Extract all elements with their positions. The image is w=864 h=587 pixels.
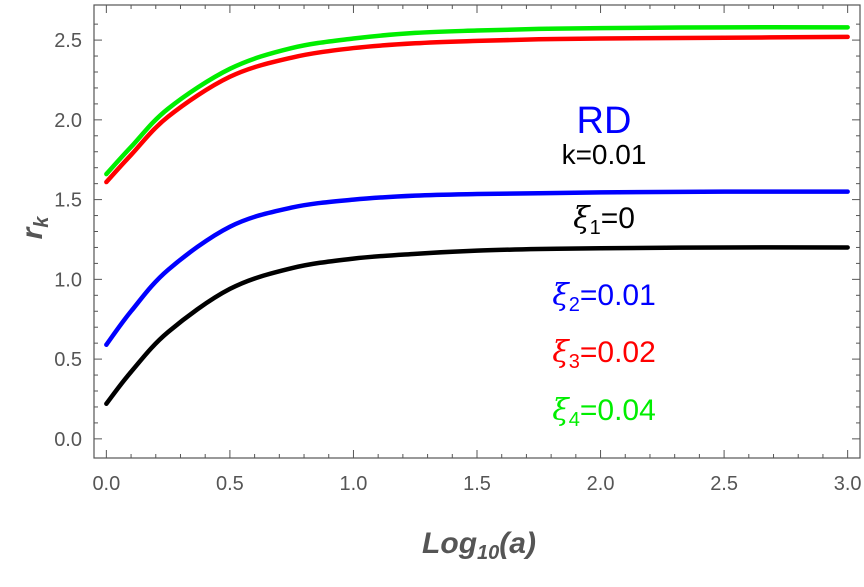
y-tick-label: 2.0: [54, 110, 82, 132]
x-tick-label: 1.5: [463, 473, 491, 495]
x-tick-label: 1.0: [340, 473, 368, 495]
x-tick-labels: 0.0 0.5 1.0 1.5 2.0 2.5 3.0: [92, 473, 861, 495]
xi1-annotation: ξ1=0: [573, 201, 635, 239]
xi3-annotation: ξ3=0.02: [552, 335, 656, 373]
y-tick-label: 1.5: [54, 190, 82, 212]
axis-ticks: [94, 5, 860, 458]
xi2-annotation: ξ2=0.01: [552, 278, 656, 316]
y-tick-labels: 0.0 0.5 1.0 1.5 2.0 2.5: [54, 30, 82, 451]
xi4-annotation: ξ4=0.04: [552, 393, 656, 431]
plot-frame: [93, 4, 861, 459]
y-tick-label: 0.0: [54, 429, 82, 451]
x-tick-label: 0.5: [216, 473, 244, 495]
series-line-xi2: [104, 189, 850, 347]
series-line-xi1: [104, 245, 850, 407]
x-axis-title: Log10(a): [422, 527, 536, 564]
y-axis-title: rk: [16, 216, 53, 240]
series-lines: [104, 25, 850, 407]
x-tick-label: 2.0: [587, 473, 615, 495]
y-tick-label: 1.0: [54, 269, 82, 291]
series-line-xi4: [104, 25, 850, 177]
x-tick-label: 2.5: [710, 473, 738, 495]
y-tick-label: 2.5: [54, 30, 82, 52]
x-tick-label: 3.0: [834, 473, 862, 495]
y-tick-label: 0.5: [54, 349, 82, 371]
k-annotation: k=0.01: [562, 139, 647, 170]
title-annotation: RD: [577, 100, 632, 142]
series-line-xi3: [104, 34, 850, 185]
x-tick-label: 0.0: [92, 473, 120, 495]
